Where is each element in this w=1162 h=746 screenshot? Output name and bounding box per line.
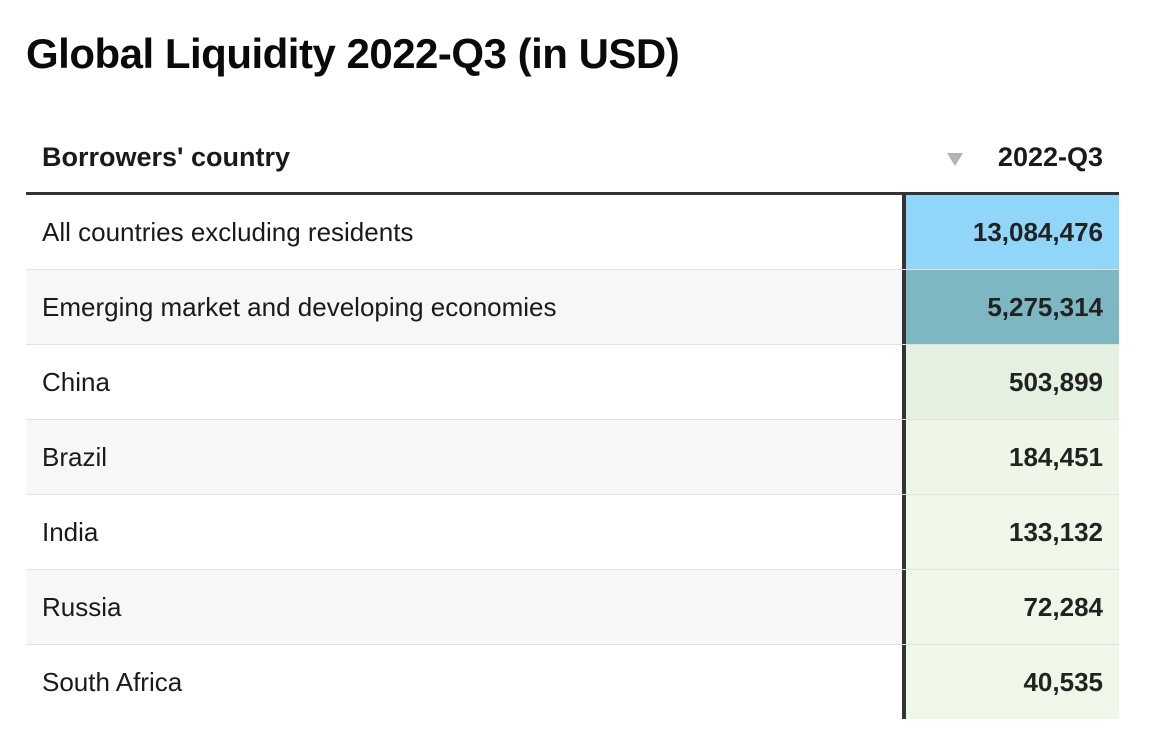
liquidity-table: Borrowers' country 2022-Q3 All countries… (26, 122, 1119, 719)
country-cell: Emerging market and developing economies (42, 292, 557, 322)
country-cell: All countries excluding residents (42, 217, 414, 247)
country-cell: China (42, 367, 110, 397)
value-cell: 40,535 (902, 645, 1119, 719)
page-title: Global Liquidity 2022-Q3 (in USD) (26, 30, 680, 77)
value-label: 13,084,476 (972, 217, 1103, 247)
value-label: 503,899 (1009, 367, 1103, 397)
value-cell: 184,451 (902, 420, 1119, 494)
table-row: Russia 72,284 (26, 570, 1119, 645)
sort-descending-icon[interactable] (947, 153, 963, 166)
value-cell: 72,284 (902, 570, 1119, 644)
country-cell: South Africa (42, 667, 183, 697)
table-body: All countries excluding residents 13,084,… (26, 195, 1119, 719)
country-cell: India (42, 517, 99, 547)
value-cell: 13,084,476 (902, 195, 1119, 269)
country-cell: Russia (42, 592, 122, 622)
value-label: 133,132 (1009, 517, 1103, 547)
value-cell: 5,275,314 (902, 270, 1119, 344)
table-row: Brazil 184,451 (26, 420, 1119, 495)
value-label: 184,451 (1009, 442, 1103, 472)
value-label: 5,275,314 (987, 292, 1103, 322)
column-header-country[interactable]: Borrowers' country (42, 142, 290, 172)
table-row: All countries excluding residents 13,084,… (26, 195, 1119, 270)
table-header: Borrowers' country 2022-Q3 (26, 122, 1119, 195)
table-row: Emerging market and developing economies… (26, 270, 1119, 345)
value-label: 72,284 (1023, 592, 1103, 622)
value-cell: 503,899 (902, 345, 1119, 419)
table-row: South Africa 40,535 (26, 645, 1119, 719)
table-row: India 133,132 (26, 495, 1119, 570)
column-header-period[interactable]: 2022-Q3 (997, 142, 1103, 172)
value-label: 40,535 (1023, 667, 1103, 697)
country-cell: Brazil (42, 442, 108, 472)
table-row: China 503,899 (26, 345, 1119, 420)
value-cell: 133,132 (902, 495, 1119, 569)
